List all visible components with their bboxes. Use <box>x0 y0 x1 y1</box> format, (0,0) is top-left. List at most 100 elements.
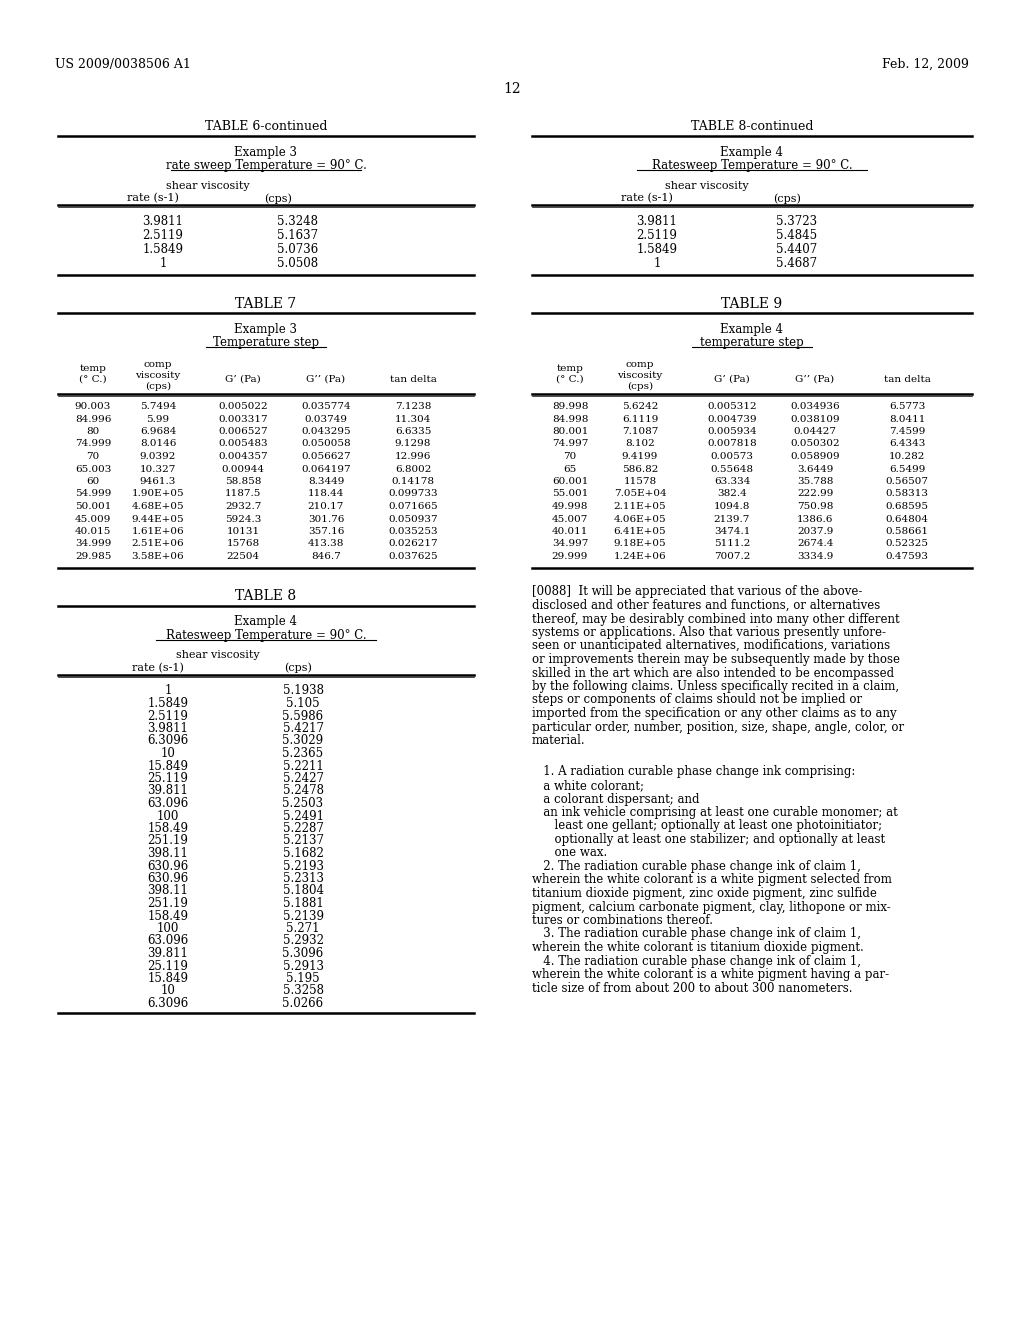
Text: 0.58313: 0.58313 <box>886 490 929 499</box>
Text: shear viscosity: shear viscosity <box>166 181 250 191</box>
Text: 0.006527: 0.006527 <box>218 426 268 436</box>
Text: 5.2503: 5.2503 <box>283 797 324 810</box>
Text: (cps): (cps) <box>773 193 801 203</box>
Text: 5.5986: 5.5986 <box>283 710 324 722</box>
Text: 6.4343: 6.4343 <box>889 440 926 449</box>
Text: 5.2211: 5.2211 <box>283 759 324 772</box>
Text: 118.44: 118.44 <box>308 490 344 499</box>
Text: 413.38: 413.38 <box>308 540 344 549</box>
Text: US 2009/0038506 A1: US 2009/0038506 A1 <box>55 58 190 71</box>
Text: 5.2932: 5.2932 <box>283 935 324 948</box>
Text: 1. A radiation curable phase change ink comprising:: 1. A radiation curable phase change ink … <box>532 766 855 779</box>
Text: 5.3248: 5.3248 <box>278 215 318 228</box>
Text: 29.999: 29.999 <box>552 552 588 561</box>
Text: least one gellant; optionally at least one photoinitiator;: least one gellant; optionally at least o… <box>532 820 882 833</box>
Text: 5.0508: 5.0508 <box>278 257 318 271</box>
Text: Feb. 12, 2009: Feb. 12, 2009 <box>882 58 969 71</box>
Text: 0.52325: 0.52325 <box>886 540 929 549</box>
Text: 5.7494: 5.7494 <box>140 403 176 411</box>
Text: 0.14178: 0.14178 <box>391 477 434 486</box>
Text: rate (s-1): rate (s-1) <box>127 193 179 203</box>
Text: 630.96: 630.96 <box>147 859 188 873</box>
Text: temp: temp <box>557 364 584 374</box>
Text: 9.4199: 9.4199 <box>622 451 658 461</box>
Text: 0.099733: 0.099733 <box>388 490 438 499</box>
Text: 29.985: 29.985 <box>75 552 112 561</box>
Text: 5.2491: 5.2491 <box>283 809 324 822</box>
Text: 39.811: 39.811 <box>147 946 188 960</box>
Text: G’ (Pa): G’ (Pa) <box>225 375 261 384</box>
Text: 0.64804: 0.64804 <box>886 515 929 524</box>
Text: 40.015: 40.015 <box>75 527 112 536</box>
Text: Example 4: Example 4 <box>234 615 298 628</box>
Text: 9461.3: 9461.3 <box>140 477 176 486</box>
Text: 3.9811: 3.9811 <box>147 722 188 735</box>
Text: 45.009: 45.009 <box>75 515 112 524</box>
Text: 0.04427: 0.04427 <box>794 426 837 436</box>
Text: 65: 65 <box>563 465 577 474</box>
Text: rate (s-1): rate (s-1) <box>622 193 673 203</box>
Text: 1: 1 <box>160 257 167 271</box>
Text: 35.788: 35.788 <box>797 477 834 486</box>
Text: skilled in the art which are also intended to be encompassed: skilled in the art which are also intend… <box>532 667 894 680</box>
Text: 8.0146: 8.0146 <box>140 440 176 449</box>
Text: Ratesweep Temperature = 90° C.: Ratesweep Temperature = 90° C. <box>166 628 367 642</box>
Text: 1094.8: 1094.8 <box>714 502 751 511</box>
Text: an ink vehicle comprising at least one curable monomer; at: an ink vehicle comprising at least one c… <box>532 807 898 818</box>
Text: 11.304: 11.304 <box>395 414 431 424</box>
Text: 3474.1: 3474.1 <box>714 527 751 536</box>
Text: TABLE 8: TABLE 8 <box>236 590 297 603</box>
Text: 630.96: 630.96 <box>147 873 188 884</box>
Text: 2.5119: 2.5119 <box>637 228 678 242</box>
Text: 90.003: 90.003 <box>75 403 112 411</box>
Text: wherein the white colorant is titanium dioxide pigment.: wherein the white colorant is titanium d… <box>532 941 864 954</box>
Text: a white colorant;: a white colorant; <box>532 779 644 792</box>
Text: 4.06E+05: 4.06E+05 <box>613 515 667 524</box>
Text: 10.327: 10.327 <box>140 465 176 474</box>
Text: 54.999: 54.999 <box>75 490 112 499</box>
Text: 8.0411: 8.0411 <box>889 414 926 424</box>
Text: a colorant dispersant; and: a colorant dispersant; and <box>532 792 699 805</box>
Text: 6.1119: 6.1119 <box>622 414 658 424</box>
Text: 0.003317: 0.003317 <box>218 414 268 424</box>
Text: 25.119: 25.119 <box>147 960 188 973</box>
Text: 6.3096: 6.3096 <box>147 734 188 747</box>
Text: 5924.3: 5924.3 <box>225 515 261 524</box>
Text: 6.9684: 6.9684 <box>140 426 176 436</box>
Text: 0.064197: 0.064197 <box>301 465 351 474</box>
Text: 70: 70 <box>86 451 99 461</box>
Text: 25.119: 25.119 <box>147 772 188 785</box>
Text: 50.001: 50.001 <box>75 502 112 511</box>
Text: particular order, number, position, size, shape, angle, color, or: particular order, number, position, size… <box>532 721 904 734</box>
Text: TABLE 7: TABLE 7 <box>236 297 297 312</box>
Text: tan delta: tan delta <box>389 375 436 384</box>
Text: rate sweep Temperature = 90° C.: rate sweep Temperature = 90° C. <box>166 158 367 172</box>
Text: (° C.): (° C.) <box>79 375 106 384</box>
Text: 5.1682: 5.1682 <box>283 847 324 861</box>
Text: 8.102: 8.102 <box>625 440 655 449</box>
Text: 58.858: 58.858 <box>225 477 261 486</box>
Text: 3. The radiation curable phase change ink of claim 1,: 3. The radiation curable phase change in… <box>532 928 861 940</box>
Text: 0.58661: 0.58661 <box>886 527 929 536</box>
Text: 2139.7: 2139.7 <box>714 515 751 524</box>
Text: 5.2365: 5.2365 <box>283 747 324 760</box>
Text: 0.035774: 0.035774 <box>301 403 351 411</box>
Text: 2.51E+06: 2.51E+06 <box>132 540 184 549</box>
Text: 6.41E+05: 6.41E+05 <box>613 527 667 536</box>
Text: 0.47593: 0.47593 <box>886 552 929 561</box>
Text: 5.2427: 5.2427 <box>283 772 324 785</box>
Text: 0.038109: 0.038109 <box>791 414 840 424</box>
Text: Example 3: Example 3 <box>234 147 298 158</box>
Text: 750.98: 750.98 <box>797 502 834 511</box>
Text: 0.004357: 0.004357 <box>218 451 268 461</box>
Text: 586.82: 586.82 <box>622 465 658 474</box>
Text: Ratesweep Temperature = 90° C.: Ratesweep Temperature = 90° C. <box>651 158 852 172</box>
Text: 10131: 10131 <box>226 527 259 536</box>
Text: 1.5849: 1.5849 <box>147 697 188 710</box>
Text: 7.1087: 7.1087 <box>622 426 658 436</box>
Text: 0.03749: 0.03749 <box>304 414 347 424</box>
Text: 10: 10 <box>161 985 175 998</box>
Text: Example 4: Example 4 <box>721 147 783 158</box>
Text: TABLE 9: TABLE 9 <box>722 297 782 312</box>
Text: 11578: 11578 <box>624 477 656 486</box>
